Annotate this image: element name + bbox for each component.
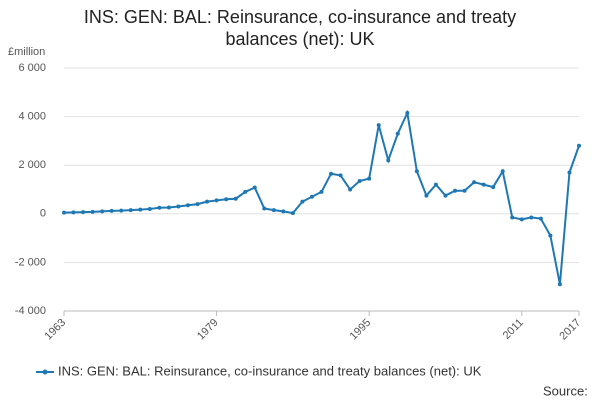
data-point [147, 206, 152, 211]
data-point [386, 158, 391, 163]
data-point [443, 193, 448, 198]
y-tick-label: 4 000 [18, 111, 46, 123]
data-line [63, 109, 580, 285]
data-point [414, 169, 419, 174]
data-point [319, 189, 324, 194]
data-point [195, 202, 200, 207]
data-point [577, 143, 581, 148]
data-point [395, 131, 400, 136]
data-point [128, 208, 133, 213]
x-tick-label: 1963 [42, 317, 68, 343]
data-point [71, 210, 76, 215]
data-point [271, 208, 276, 213]
y-tick-label: 2 000 [18, 159, 46, 171]
x-tick-label: 1995 [348, 317, 374, 343]
data-point [309, 194, 314, 199]
data-point [367, 176, 372, 181]
data-point [281, 209, 286, 214]
data-point [433, 182, 438, 187]
data-point [290, 211, 295, 216]
legend-dot [42, 369, 48, 375]
source: Source: [543, 383, 588, 398]
data-point [529, 215, 534, 220]
y-tick-label: -4 000 [15, 305, 46, 317]
data-point [300, 199, 305, 204]
x-tick-label: 1979 [195, 317, 221, 343]
data-point [62, 210, 66, 215]
data-point [538, 216, 543, 221]
data-point [376, 123, 381, 128]
legend-label: INS: GEN: BAL: Reinsurance, co-insurance… [58, 363, 482, 378]
data-point [138, 207, 143, 212]
data-point [348, 187, 353, 192]
data-point [81, 210, 86, 215]
data-point [252, 185, 257, 190]
data-point [462, 188, 467, 193]
data-point [491, 185, 496, 190]
data-point [157, 205, 162, 210]
data-point [205, 199, 210, 204]
data-point [453, 188, 458, 193]
data-point [243, 189, 248, 194]
x-tick-label: 2011 [501, 317, 526, 342]
chart-title: INS: GEN: BAL: Reinsurance, co-insurance… [83, 7, 517, 49]
data-point [548, 233, 553, 238]
data-point [481, 182, 486, 187]
data-point [224, 197, 229, 202]
data-point [119, 208, 124, 213]
data-point [90, 209, 95, 214]
data-point [185, 203, 190, 208]
data-point [424, 193, 429, 198]
data-point [262, 206, 267, 211]
data-point [233, 196, 238, 201]
data-point [510, 215, 515, 220]
data-point [100, 209, 105, 214]
data-point [500, 169, 505, 174]
data-point [109, 208, 114, 213]
data-point [519, 217, 524, 222]
x-tick-label: 2017 [557, 317, 583, 343]
data-point [214, 198, 219, 203]
data-point [557, 282, 562, 287]
data-point [176, 204, 181, 209]
y-tick-label: 0 [40, 208, 46, 220]
data-point [405, 110, 410, 115]
data-point [166, 205, 171, 210]
data-point [472, 180, 477, 185]
data-point [357, 178, 362, 183]
data-point [567, 170, 572, 175]
data-point [329, 171, 334, 176]
y-tick-label: 6 000 [18, 62, 46, 74]
data-point [338, 173, 343, 178]
y-axis-label: £million [8, 46, 45, 58]
y-tick-label: -2 000 [15, 256, 46, 268]
